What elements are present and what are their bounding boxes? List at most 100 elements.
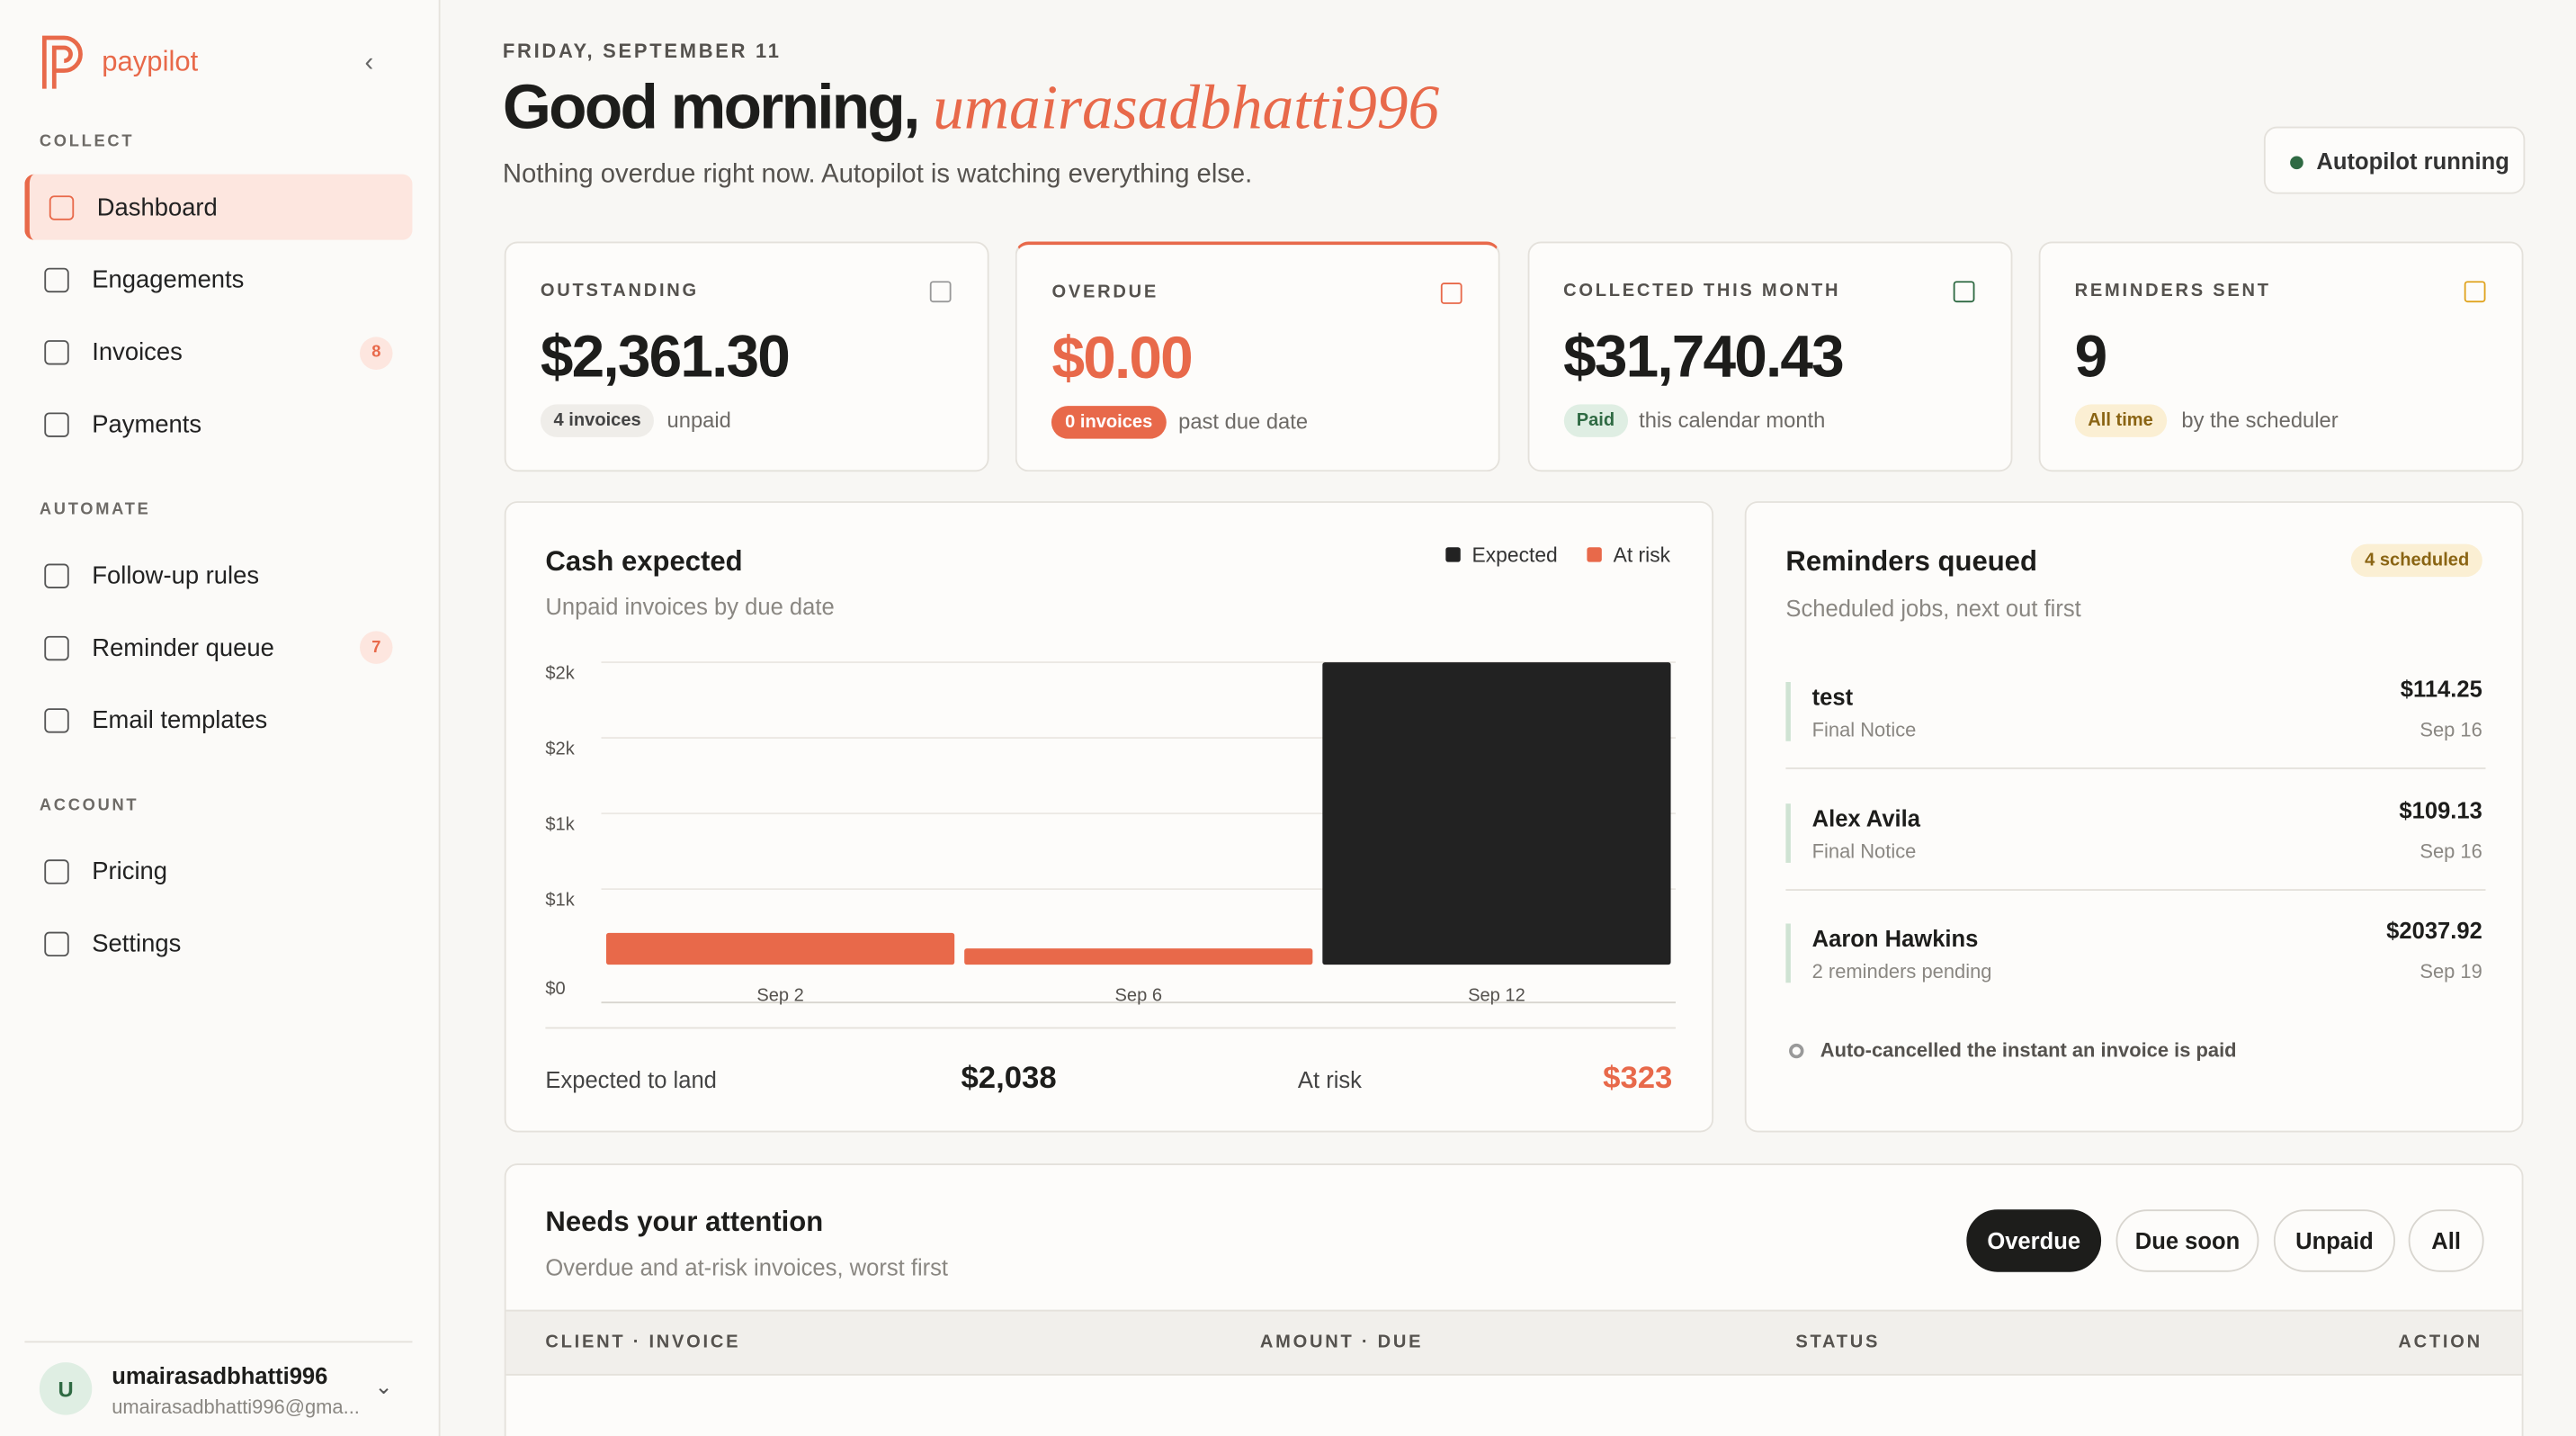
greeting-text: Good morning, — [502, 74, 920, 143]
reminder-name: Alex Avila — [1811, 804, 1920, 831]
bar — [605, 932, 955, 965]
nav-label: Pricing — [92, 857, 168, 885]
stat-value: 9 — [2074, 321, 2108, 390]
user-name: umairasadbhatti996 — [112, 1362, 328, 1389]
cash-chart-card: Cash expected Unpaid invoices by due dat… — [504, 501, 1714, 1133]
stat-label: OVERDUE — [1051, 283, 1159, 303]
date: FRIDAY, SEPTEMBER 11 — [502, 39, 782, 63]
nav-badge: 7 — [360, 631, 393, 665]
risk-value: $323 — [1603, 1061, 1673, 1097]
nav-item[interactable]: Engagements — [24, 247, 412, 313]
nav-item[interactable]: Pricing — [24, 839, 412, 904]
status-button[interactable]: Autopilot running — [2263, 126, 2526, 194]
stat-card: COLLECTED THIS MONTH $31,740.43 Paid this c… — [1526, 241, 2012, 472]
chart-title: Cash expected — [545, 545, 743, 578]
reminder-date: Sep 16 — [2419, 718, 2482, 741]
nav-label: Payments — [92, 411, 202, 440]
nav-badge: 8 — [360, 336, 393, 370]
stat-note: this calendar month — [1639, 407, 1826, 433]
stat-value: $2,361.30 — [540, 321, 791, 390]
filter-pill[interactable]: All — [2408, 1209, 2484, 1272]
attention-title: Needs your attention — [545, 1206, 824, 1238]
stat-label: OUTSTANDING — [540, 281, 699, 301]
nav-label: Dashboard — [96, 193, 218, 221]
nav-label: Invoices — [92, 338, 183, 367]
nav-item[interactable]: Dashboard — [24, 174, 413, 240]
stat-value: $0.00 — [1051, 323, 1194, 391]
stat-icon — [1441, 283, 1463, 304]
status-dot — [2290, 156, 2303, 170]
reminder-type: Final Notice — [1811, 718, 1917, 741]
nav-item[interactable]: Follow-up rules — [24, 543, 412, 608]
nav-item[interactable]: Reminder queue 7 — [24, 615, 412, 681]
reminders-footer: Auto-cancelled the instant an invoice is… — [1820, 1038, 2237, 1062]
reminder-date: Sep 19 — [2419, 959, 2482, 983]
greeting-name: umairasadbhatti996 — [933, 74, 1440, 143]
stat-note: unpaid — [666, 407, 731, 433]
y-tick-label: $2k — [545, 739, 575, 758]
expected-label: Expected to land — [545, 1066, 717, 1093]
nav-icon — [44, 858, 69, 884]
chart: $0 $1k $1k $2k $2k Expected At risk Sep 2 Sep 6 S… — [545, 543, 1677, 1005]
nav-icon — [44, 635, 69, 660]
stat-note: by the scheduler — [2181, 407, 2339, 433]
sidebar: paypilot ‹ U umairasadbhatti996 umairasa… — [0, 0, 441, 1436]
nav-icon — [44, 562, 69, 588]
stat-icon — [1952, 281, 1974, 303]
divider — [545, 1027, 1677, 1029]
nav-icon — [44, 931, 69, 956]
chart-subtitle: Unpaid invoices by due date — [545, 593, 835, 620]
legend-label: At risk — [1614, 543, 1671, 567]
risk-label: At risk — [1297, 1066, 1362, 1093]
legend-label: Expected — [1472, 543, 1558, 567]
subtitle: Nothing overdue right now. Autopilot is … — [502, 160, 1253, 190]
reminder-amount: $109.13 — [2399, 795, 2482, 823]
y-tick-label: $0 — [545, 979, 565, 999]
section-title: COLLECT — [39, 132, 135, 152]
attention-card: Needs your attention Overdue and at-risk… — [504, 1163, 2524, 1436]
nav-label: Follow-up rules — [92, 561, 260, 589]
legend-swatch — [1445, 547, 1461, 562]
nav-item[interactable]: Email templates — [24, 688, 412, 754]
stat-icon — [929, 281, 952, 303]
y-tick-label: $1k — [545, 890, 575, 910]
reminder-type: Final Notice — [1811, 839, 1917, 862]
user-email: umairasadbhatti996@gma... — [112, 1395, 360, 1419]
column-header: STATUS — [1795, 1333, 1881, 1353]
stat-tag: Paid — [1563, 404, 1628, 437]
stat-label: REMINDERS SENT — [2074, 281, 2271, 301]
user-menu[interactable]: ⌄ — [374, 1373, 393, 1399]
brand: paypilot — [102, 46, 199, 77]
divider — [1785, 767, 2486, 769]
filter-pill[interactable]: Overdue — [1966, 1209, 2102, 1272]
reminders-badge: 4 scheduled — [2351, 543, 2482, 578]
logo-icon — [41, 35, 83, 89]
nav-icon — [44, 267, 69, 292]
x-tick-label: Sep 6 — [1115, 985, 1162, 1005]
x-tick-label: Sep 2 — [756, 985, 803, 1005]
stat-card: REMINDERS SENT 9 All time by the scheduler — [2038, 241, 2524, 472]
stat-card: OUTSTANDING $2,361.30 4 invoices unpaid — [504, 241, 989, 472]
nav-label: Reminder queue — [92, 633, 274, 662]
stat-label: COLLECTED THIS MONTH — [1563, 281, 1841, 301]
y-tick-label: $2k — [545, 663, 575, 683]
stat-note: past due date — [1178, 408, 1309, 435]
reminders-title: Reminders queued — [1785, 545, 2037, 578]
divider — [1785, 888, 2486, 891]
nav-item[interactable]: Payments — [24, 392, 412, 458]
column-header: CLIENT · INVOICE — [545, 1333, 741, 1353]
nav-item[interactable]: Invoices 8 — [24, 319, 412, 385]
legend-swatch — [1587, 547, 1602, 562]
nav-label: Email templates — [92, 706, 268, 735]
reminders-card: Reminders queued 4 scheduled Scheduled j… — [1744, 501, 2524, 1133]
stat-icon — [2464, 281, 2486, 303]
nav-item[interactable]: Settings — [24, 911, 412, 976]
filter-pill[interactable]: Unpaid — [2273, 1209, 2396, 1272]
stat-card: OVERDUE $0.00 0 invoices past due date — [1015, 241, 1501, 472]
status-text: Autopilot running — [2316, 147, 2509, 174]
collapse-button[interactable]: ‹ — [364, 49, 374, 77]
reminder-name: test — [1811, 683, 1854, 711]
filter-pill[interactable]: Due soon — [2115, 1209, 2259, 1272]
